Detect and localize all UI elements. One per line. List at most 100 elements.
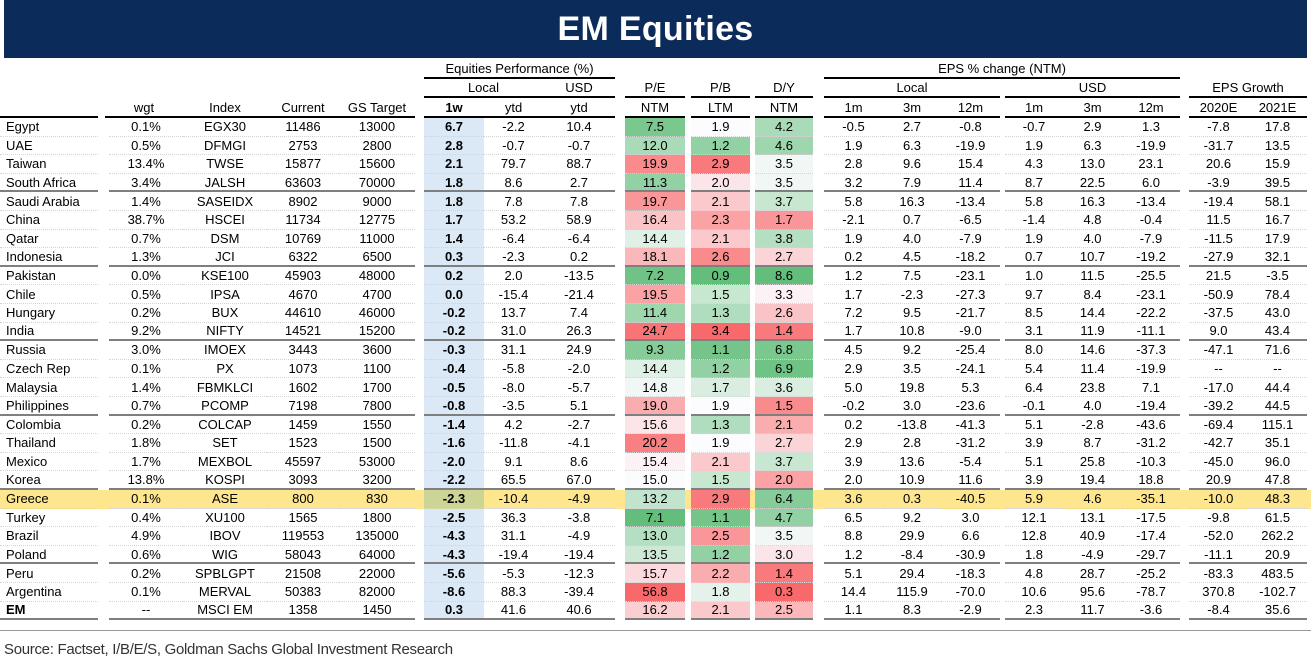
table-row: Greece 0.1% ASE 800 830 -2.3 -10.4 -4.9 13.2 2.9 6… (0, 490, 1311, 509)
column-header-eps-local-1m: 1m (824, 99, 883, 118)
column-gap (813, 341, 824, 360)
cell-eps-local-12m: -19.9 (941, 137, 1000, 156)
column-gap (615, 174, 625, 193)
cell-index: DFMGI (183, 137, 267, 156)
column-gap (1000, 174, 1005, 193)
cell-local-ytd: 41.6 (484, 602, 543, 621)
cell-dy-ntm: 4.7 (755, 508, 813, 528)
cell-eps-usd-1m: 1.0 (1005, 267, 1063, 286)
column-gap (1000, 323, 1005, 342)
cell-pb-ltm: 2.1 (691, 192, 750, 211)
column-gap (750, 230, 755, 249)
cell-eps-usd-12m: -25.2 (1122, 564, 1180, 583)
cell-eps-local-12m: -70.0 (941, 583, 1000, 602)
cell-eps-usd-1m: -1.4 (1005, 211, 1063, 230)
column-gap (1180, 192, 1189, 211)
cell-local-1w: -0.2 (424, 322, 484, 342)
cell-index: JALSH (183, 174, 267, 193)
column-gap (415, 527, 424, 546)
column-gap (1000, 155, 1005, 174)
cell-gs-target: 13000 (339, 118, 415, 137)
cell-pe-ntm: 16.4 (625, 211, 685, 230)
cell-eps-growth-2020e: -50.9 (1189, 285, 1248, 304)
cell-country: Brazil (0, 527, 98, 546)
column-header-pe-ntm: NTM (625, 99, 685, 118)
cell-eps-local-1m: 4.5 (824, 341, 883, 360)
cell-country: Korea (0, 471, 98, 490)
cell-gs-target: 1450 (339, 602, 415, 621)
column-gap (1180, 211, 1189, 230)
cell-current: 1073 (267, 360, 339, 379)
cell-wgt: 13.8% (109, 471, 183, 490)
cell-pe-ntm: 18.1 (625, 248, 685, 267)
cell-eps-usd-12m: -7.9 (1122, 230, 1180, 249)
cell-index: HSCEI (183, 211, 267, 230)
column-gap (615, 304, 625, 323)
cell-eps-local-3m: 9.6 (883, 155, 941, 174)
cell-dy-ntm: 1.4 (755, 322, 813, 342)
cell-local-1w: 0.0 (424, 285, 484, 304)
cell-current: 44610 (267, 304, 339, 323)
column-gap (750, 341, 755, 360)
cell-eps-local-1m: 5.1 (824, 564, 883, 583)
cell-local-ytd: 8.6 (484, 174, 543, 193)
cell-pb-ltm: 2.2 (691, 564, 750, 583)
cell-country: Greece (0, 490, 98, 509)
cell-eps-usd-1m: 3.9 (1005, 471, 1063, 490)
header-pe: P/E (625, 79, 685, 98)
column-gap (1000, 304, 1005, 323)
cell-local-1w: -8.6 (424, 583, 484, 602)
cell-pb-ltm: 2.1 (691, 452, 750, 472)
cell-eps-usd-12m: -19.9 (1122, 137, 1180, 156)
table-row: UAE 0.5% DFMGI 2753 2800 2.8 -0.7 -0.7 12.0 1.2 4.… (0, 136, 1311, 156)
cell-country: Hungary (0, 304, 98, 323)
column-gap (415, 155, 424, 174)
cell-eps-local-1m: 1.9 (824, 137, 883, 156)
column-gap (685, 471, 691, 490)
cell-gs-target: 15200 (339, 323, 415, 342)
column-gap (415, 192, 424, 211)
cell-index: NIFTY (183, 323, 267, 342)
cell-pb-ltm: 1.2 (691, 136, 750, 156)
cell-current: 119553 (267, 527, 339, 546)
cell-pb-ltm: 2.0 (691, 173, 750, 193)
table-row: Argentina 0.1% MERVAL 50383 82000 -8.6 88.3 -39… (0, 583, 1311, 602)
column-gap (685, 434, 691, 453)
cell-local-ytd: 2.0 (484, 267, 543, 286)
cell-usd-ytd: 7.4 (543, 304, 615, 323)
table-row: Pakistan 0.0% KSE100 45903 48000 0.2 2.0 -13.5 7… (0, 266, 1311, 286)
column-gap (615, 211, 625, 230)
cell-local-ytd: -2.3 (484, 248, 543, 267)
cell-country: Pakistan (0, 267, 98, 286)
column-gap (615, 285, 625, 304)
column-gap (750, 174, 755, 193)
cell-eps-growth-2020e: -45.0 (1189, 453, 1248, 472)
cell-current: 6322 (267, 248, 339, 267)
cell-pb-ltm: 2.3 (691, 211, 750, 230)
cell-index: KOSPI (183, 471, 267, 490)
table-row: Russia 3.0% IMOEX 3443 3600 -0.3 31.1 24.9 9.3 1.… (0, 341, 1311, 360)
cell-index: MERVAL (183, 583, 267, 602)
column-gap (1180, 583, 1189, 602)
cell-local-1w: 2.8 (424, 136, 484, 156)
cell-eps-local-3m: 2.7 (883, 118, 941, 137)
cell-eps-local-3m: 7.5 (883, 267, 941, 286)
column-gap (415, 378, 424, 397)
column-gap (685, 453, 691, 472)
cell-eps-growth-2021e: 17.9 (1248, 230, 1307, 249)
table-row: Chile 0.5% IPSA 4670 4700 0.0 -15.4 -21.4 19.5 1.… (0, 285, 1311, 304)
column-gap (1180, 471, 1189, 490)
cell-local-1w: -4.3 (424, 545, 484, 565)
cell-pb-ltm: 2.9 (691, 155, 750, 174)
cell-country: Indonesia (0, 248, 98, 267)
cell-pe-ntm: 15.7 (625, 564, 685, 583)
cell-pe-ntm: 11.4 (625, 304, 685, 323)
cell-country: Philippines (0, 397, 98, 416)
cell-current: 1459 (267, 416, 339, 435)
cell-current: 10769 (267, 230, 339, 249)
column-gap (415, 453, 424, 472)
column-gap (685, 155, 691, 174)
cell-eps-usd-12m: -78.7 (1122, 583, 1180, 602)
cell-eps-growth-2020e: -69.4 (1189, 416, 1248, 435)
column-gap (685, 341, 691, 360)
